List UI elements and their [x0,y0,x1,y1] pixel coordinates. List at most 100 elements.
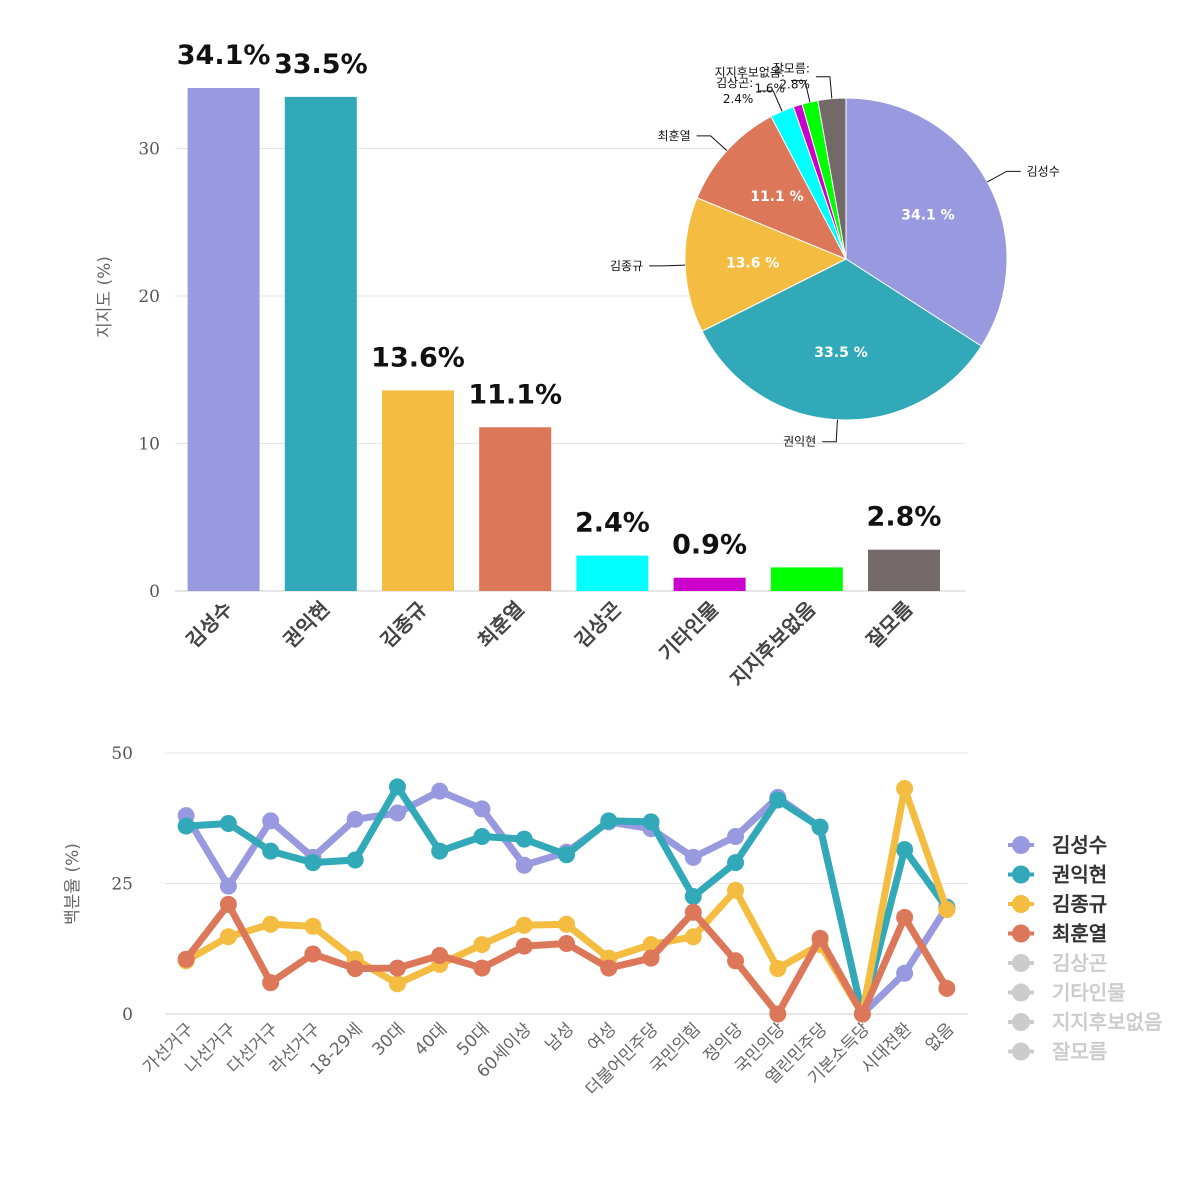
pie-connector [649,264,686,267]
pie-connector [822,419,838,443]
line-point [896,964,914,982]
legend-item[interactable]: 김종규 [1008,892,1107,916]
line-point [177,817,195,835]
pie-inner-label: 33.5 % [814,345,867,361]
bar-y-tick-label: 10 [138,435,160,455]
line-point [938,979,956,997]
line-point [262,842,280,860]
line-point [769,1005,787,1023]
bar-7 [770,567,843,591]
bar-x-tick-label: 기타인물 [654,597,723,666]
line-point [219,895,237,913]
bar-data-label: 11.1% [468,379,562,410]
legend-marker-icon [1012,836,1030,854]
line-x-tick-label: 여성 [584,1019,620,1055]
pie-connector [815,76,833,99]
bar-6 [673,577,746,591]
legend-marker-icon [1012,895,1030,913]
line-point [431,782,449,800]
line-series-1 [182,787,951,1018]
bar-data-label: 13.6% [371,342,465,373]
bar-data-label: 2.8% [867,502,942,533]
line-point [642,949,660,967]
bar-x-tick-label: 권익현 [278,597,334,653]
line-point [431,842,449,860]
line-point [558,915,575,933]
legend-marker-icon [1012,1042,1030,1061]
line-y-axis-title: 백분율 (%) [63,843,83,925]
legend-label: 권익현 [1052,863,1107,887]
pie-outer-label: 지지후보없음: [715,66,785,80]
line-point [304,945,322,963]
line-point [515,830,533,848]
line-x-tick-label: 40대 [411,1019,452,1060]
bar-1 [187,88,260,592]
pie-outer-label: 김성수 [1027,164,1060,178]
legend-item[interactable]: 김상곤 [1008,951,1107,975]
bar-x-tick-label: 잘모름 [862,597,918,653]
line-point [684,903,702,921]
bar-x-tick-label: 김상곤 [570,597,626,653]
line-point [473,800,491,818]
line-point [727,854,745,872]
bar-data-label: 0.9% [672,530,747,561]
line-point [304,917,322,935]
line-point [388,975,406,993]
bar-y-axis-title: 지지도 (%) [95,256,115,338]
pie-inner-label: 34.1 % [901,207,954,223]
legend-item[interactable]: 잘모름 [1008,1040,1107,1064]
line-x-tick-label: 없음 [922,1019,958,1055]
pie-slice-2 [701,258,983,421]
legend-label: 최훈열 [1052,922,1107,946]
line-point [558,846,575,864]
legend-item[interactable]: 최훈열 [1008,922,1107,946]
line-y-tick-label: 50 [111,744,133,764]
line-point [346,810,364,828]
line-point [938,901,956,919]
line-point [727,828,745,846]
pie-outer-label: 김상곤: [716,76,753,90]
line-point [473,828,491,846]
legend-marker-icon [1012,954,1030,972]
pie-inner-label: 13.6 % [726,256,779,272]
pie-connector [987,170,1021,183]
line-point [262,915,280,933]
legend-marker-icon [1012,924,1030,943]
line-point [684,848,702,866]
legend-item[interactable]: 권익현 [1008,863,1107,887]
line-point [811,929,829,947]
line-point [515,937,533,955]
line-point [727,881,745,899]
bar-y-tick-label: 0 [149,582,160,602]
legend-marker-icon [1012,1013,1030,1031]
bar-x-tick-label: 김종규 [376,597,432,653]
bar-data-label: 33.5% [274,49,368,80]
line-point [642,813,660,831]
line-point [177,950,195,968]
pie-outer-label: 최훈열 [658,129,691,143]
line-point [473,959,491,977]
line-point [262,974,280,992]
legend-label: 김상곤 [1052,951,1107,975]
line-y-tick-label: 0 [122,1005,133,1025]
pie-outer-label: 김종규 [610,259,643,273]
legend-item[interactable]: 지지후보없음 [1008,1010,1162,1034]
legend-item[interactable]: 김성수 [1008,833,1107,857]
line-point [388,778,406,796]
legend-item[interactable]: 기타인물 [1008,981,1126,1005]
bar-8 [868,549,940,591]
pie-inner-label: 11.1 % [750,189,803,205]
pie-slice-1 [845,97,1008,347]
line-series-2 [182,783,951,1018]
line-point [515,916,533,934]
bar-3 [382,390,454,591]
bar-x-tick-label: 최훈열 [473,597,529,653]
line-point [811,818,829,836]
line-point [600,959,618,977]
line-point [388,959,406,977]
line-point [262,812,280,830]
line-x-tick-label: 남성 [542,1019,578,1055]
bar-data-label: 34.1% [177,40,271,71]
line-point [558,935,575,953]
